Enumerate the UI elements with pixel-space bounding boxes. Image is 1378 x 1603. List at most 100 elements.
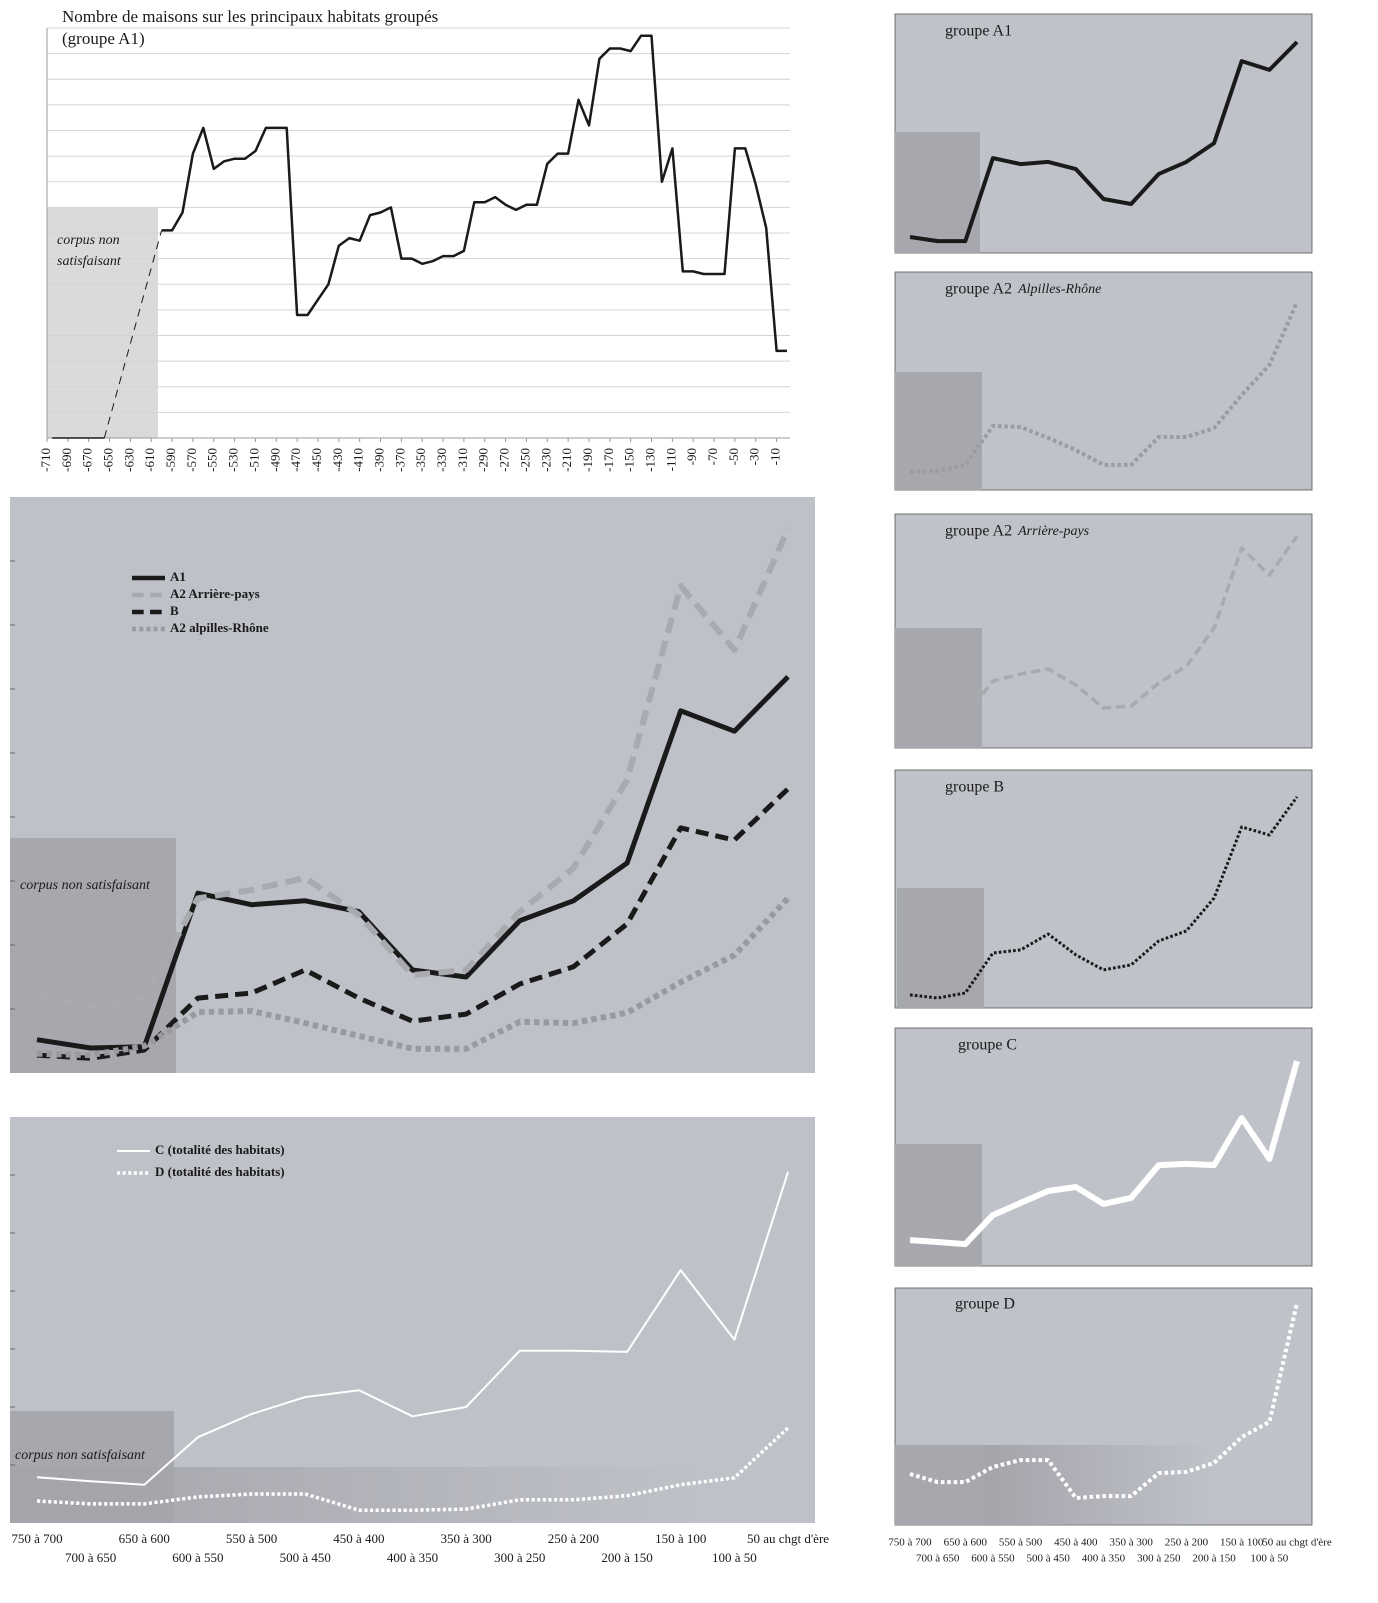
series-line [161,34,787,353]
x-tick-label: 500 à 450 [280,1550,331,1565]
x-tick-label: 600 à 550 [172,1550,223,1565]
x-tick-label: 100 à 50 [712,1550,757,1565]
x-tick-label: -370 [392,448,407,472]
x-tick-label: -350 [413,448,428,472]
chart-title: groupe C [958,1037,1017,1054]
x-tick-label: -390 [372,448,387,472]
annotation: corpus non [57,233,120,248]
series-line [36,1426,790,1512]
x-tick-label: -550 [205,448,220,472]
legend-label: D (totalité des habitats) [155,1164,285,1179]
corpus-fade [10,1467,700,1523]
x-tick-label: 300 à 250 [1137,1553,1181,1565]
annotation: corpus non satisfaisant [20,878,151,893]
series-line [36,786,790,1061]
x-tick-label: 250 à 200 [1165,1537,1209,1549]
x-tick-label: -170 [601,448,616,472]
x-tick-label: -130 [642,448,657,472]
chart-title: Nombre de maisons sur les principaux hab… [62,7,438,26]
x-tick-label: -530 [226,448,241,472]
x-tick-label: -590 [163,448,178,472]
series-line [36,675,790,1051]
x-tick-label: -650 [101,448,116,472]
x-tick-label: -190 [580,448,595,472]
x-tick-label: -430 [330,448,345,472]
chart-subtitle: (groupe A1) [62,29,145,48]
corpus-fade [985,1445,1215,1525]
x-tick-label: 700 à 650 [65,1550,116,1565]
x-tick-label: -270 [497,448,512,472]
x-tick-label: 750 à 700 [888,1537,932,1549]
x-tick-label: 650 à 600 [944,1537,988,1549]
x-tick-label: -710 [38,448,53,472]
x-tick-label: -150 [622,448,637,472]
x-tick-label: 350 à 300 [441,1531,492,1546]
x-tick-label: -670 [80,448,95,472]
x-tick-label: 500 à 450 [1027,1553,1071,1565]
x-tick-label: -510 [246,448,261,472]
x-tick-label: 300 à 250 [494,1550,545,1565]
series-line [909,796,1299,1000]
x-tick-label: 250 à 200 [548,1531,599,1546]
corpus-zone [895,1445,985,1525]
annotation: satisfaisant [57,254,122,269]
series-line [909,301,1299,474]
annotation: corpus non satisfaisant [15,1448,146,1463]
series-line [103,230,163,439]
x-tick-label: -110 [663,448,678,471]
legend-label: B [170,603,179,618]
corpus-zone [895,132,980,253]
series-line [909,40,1299,244]
chart-title-italic: Arrière-pays [1017,524,1090,539]
x-tick-label: -210 [559,448,574,472]
x-tick-label: 700 à 650 [916,1553,960,1565]
x-tick-label: 400 à 350 [1082,1553,1126,1565]
legend-label: A2 alpilles-Rhône [170,620,269,635]
series-line [909,1302,1299,1500]
series-line [36,896,791,1059]
x-tick-label: 150 à 100 [655,1531,706,1546]
x-tick-label: 200 à 150 [601,1550,652,1565]
x-tick-label: 50 au chgt d'ère [1262,1537,1332,1549]
x-tick-label: 350 à 300 [1109,1537,1153,1549]
corpus-zone [10,838,176,1073]
x-tick-label: -90 [684,448,699,465]
x-tick-label: -250 [517,448,532,472]
x-tick-label: 450 à 400 [1054,1537,1098,1549]
x-tick-label: -30 [747,448,762,465]
chart-title: groupe B [945,779,1004,796]
x-tick-label: 50 au chgt d'ère [747,1531,829,1546]
legend-label: A2 Arrière-pays [170,586,260,601]
chart-title: groupe A1 [945,23,1012,40]
x-tick-label: 400 à 350 [387,1550,438,1565]
corpus-zone [897,888,984,1008]
x-tick-label: -630 [121,448,136,472]
legend-label: C (totalité des habitats) [155,1142,285,1157]
x-tick-label: -490 [267,448,282,472]
x-tick-label: 450 à 400 [333,1531,384,1546]
chart-title-italic: Alpilles-Rhône [1017,282,1101,297]
x-tick-label: -290 [476,448,491,472]
x-tick-label: -230 [538,448,553,472]
chart-title: groupe A2 [945,523,1012,540]
x-tick-label: 150 à 100 [1220,1537,1264,1549]
x-tick-label: 600 à 550 [971,1553,1015,1565]
x-tick-label: -610 [142,448,157,472]
x-tick-label: -70 [705,448,720,465]
x-tick-label: 550 à 500 [226,1531,277,1546]
corpus-zone [895,628,982,748]
chart-title: groupe A2 [945,281,1012,298]
series-line [909,1060,1300,1248]
series-line [36,1171,789,1486]
x-tick-label: -410 [351,448,366,472]
series-line [36,527,791,1011]
x-tick-label: -50 [726,448,741,465]
series-line [909,534,1299,723]
x-tick-label: 100 à 50 [1250,1553,1288,1565]
x-tick-label: 200 à 150 [1192,1553,1236,1565]
x-tick-label: -470 [288,448,303,472]
x-tick-label: 750 à 700 [11,1531,62,1546]
legend-label: A1 [170,569,186,584]
x-tick-label: 550 à 500 [999,1537,1043,1549]
